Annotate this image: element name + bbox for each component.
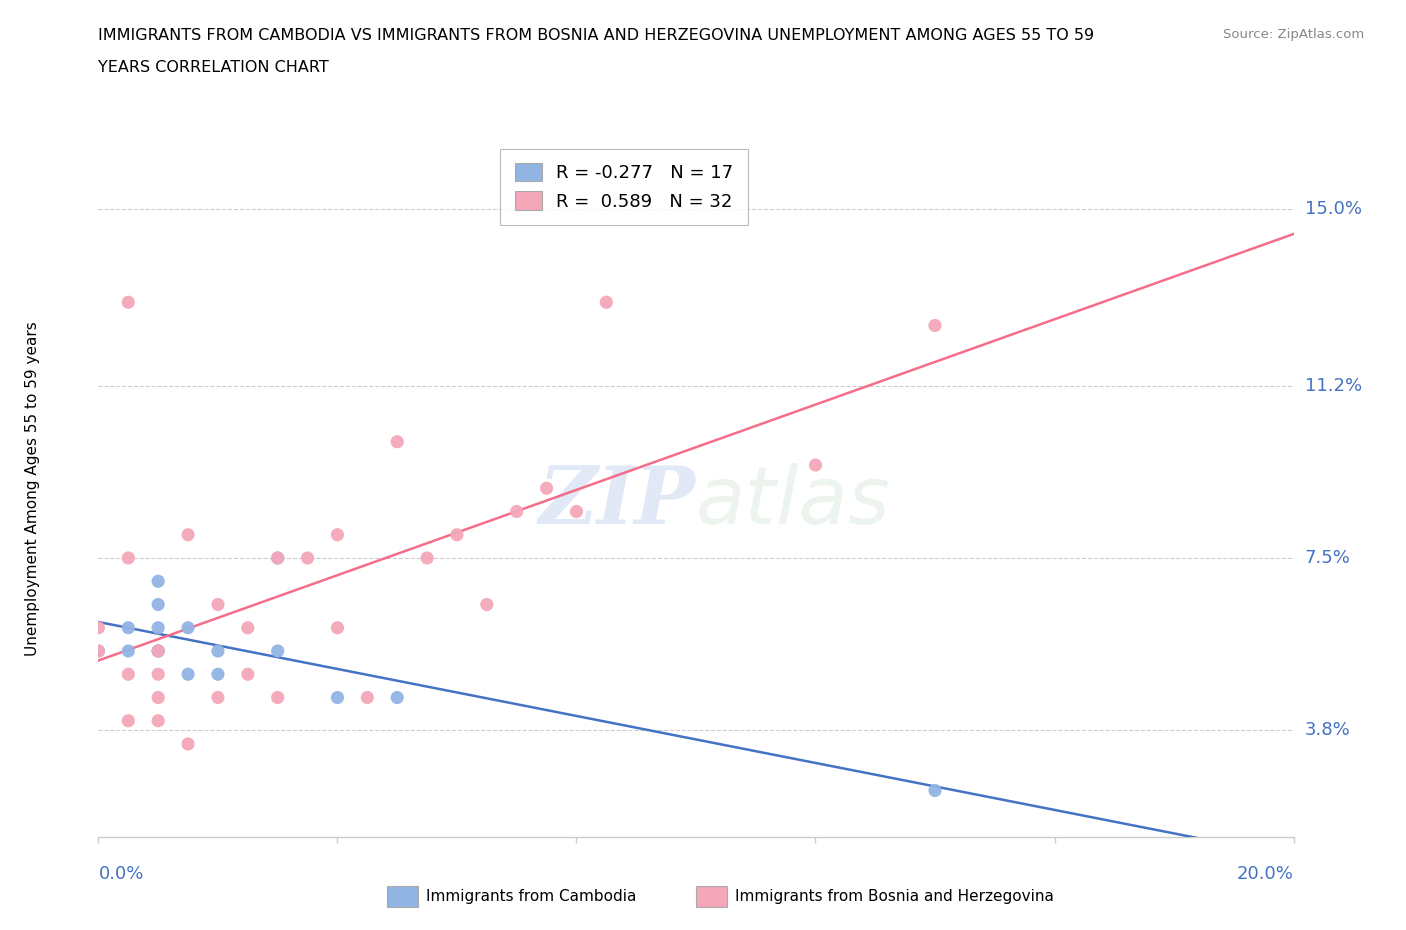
Text: Unemployment Among Ages 55 to 59 years: Unemployment Among Ages 55 to 59 years bbox=[25, 321, 41, 656]
Point bbox=[267, 551, 290, 565]
Point bbox=[804, 458, 827, 472]
Point bbox=[177, 527, 200, 542]
Text: IMMIGRANTS FROM CAMBODIA VS IMMIGRANTS FROM BOSNIA AND HERZEGOVINA UNEMPLOYMENT : IMMIGRANTS FROM CAMBODIA VS IMMIGRANTS F… bbox=[98, 28, 1094, 43]
Point bbox=[148, 574, 170, 589]
Point bbox=[267, 551, 290, 565]
Text: Immigrants from Cambodia: Immigrants from Cambodia bbox=[426, 889, 637, 904]
Text: 0.0%: 0.0% bbox=[98, 865, 143, 883]
Point bbox=[117, 667, 139, 682]
Text: YEARS CORRELATION CHART: YEARS CORRELATION CHART bbox=[98, 60, 329, 75]
Point bbox=[385, 434, 409, 449]
Text: 11.2%: 11.2% bbox=[1305, 377, 1362, 395]
Point bbox=[148, 690, 170, 705]
Point bbox=[148, 597, 170, 612]
Point bbox=[117, 620, 139, 635]
Point bbox=[236, 620, 259, 635]
Point bbox=[326, 527, 349, 542]
Text: atlas: atlas bbox=[696, 463, 891, 541]
Point bbox=[565, 504, 588, 519]
Point bbox=[87, 620, 110, 635]
Point bbox=[177, 737, 200, 751]
Point bbox=[117, 295, 139, 310]
Text: 3.8%: 3.8% bbox=[1305, 721, 1350, 739]
Point bbox=[924, 318, 946, 333]
Text: 15.0%: 15.0% bbox=[1305, 200, 1361, 219]
Point bbox=[207, 597, 229, 612]
Point bbox=[326, 620, 349, 635]
Point bbox=[148, 644, 170, 658]
Point bbox=[446, 527, 468, 542]
Point bbox=[267, 644, 290, 658]
Point bbox=[207, 690, 229, 705]
Point bbox=[326, 690, 349, 705]
Text: Source: ZipAtlas.com: Source: ZipAtlas.com bbox=[1223, 28, 1364, 41]
Point bbox=[148, 667, 170, 682]
Point bbox=[416, 551, 439, 565]
Point bbox=[87, 644, 110, 658]
Point bbox=[117, 551, 139, 565]
Legend: R = -0.277   N = 17, R =  0.589   N = 32: R = -0.277 N = 17, R = 0.589 N = 32 bbox=[501, 149, 748, 225]
Point bbox=[924, 783, 946, 798]
Point bbox=[207, 644, 229, 658]
Point bbox=[148, 644, 170, 658]
Text: 7.5%: 7.5% bbox=[1305, 549, 1351, 567]
Point bbox=[475, 597, 498, 612]
Text: 20.0%: 20.0% bbox=[1237, 865, 1294, 883]
Point bbox=[148, 713, 170, 728]
Point bbox=[236, 667, 259, 682]
Point bbox=[207, 667, 229, 682]
Point bbox=[117, 713, 139, 728]
Text: Immigrants from Bosnia and Herzegovina: Immigrants from Bosnia and Herzegovina bbox=[735, 889, 1054, 904]
Point bbox=[595, 295, 617, 310]
Point bbox=[87, 644, 110, 658]
Point bbox=[536, 481, 558, 496]
Text: ZIP: ZIP bbox=[538, 463, 696, 541]
Point bbox=[177, 667, 200, 682]
Point bbox=[117, 644, 139, 658]
Point bbox=[148, 620, 170, 635]
Point bbox=[177, 620, 200, 635]
Point bbox=[148, 644, 170, 658]
Point bbox=[506, 504, 529, 519]
Point bbox=[356, 690, 378, 705]
Point bbox=[267, 690, 290, 705]
Point bbox=[297, 551, 319, 565]
Point bbox=[385, 690, 409, 705]
